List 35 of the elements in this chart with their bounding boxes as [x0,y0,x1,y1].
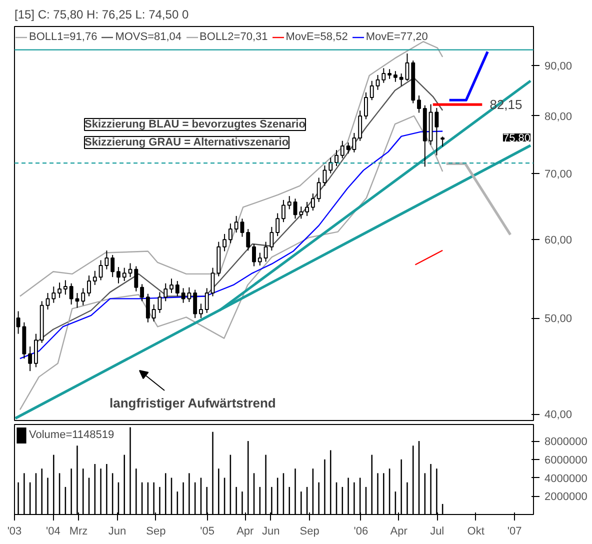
legend-label: MovE=58,52 [286,31,348,43]
y-tick-label: 70,00 [544,168,572,180]
x-tick-label: Mrz [69,526,88,538]
y-tick-label: 60,00 [544,234,572,247]
x-tick-label: Jun [262,526,280,538]
y-tick-label: 50,00 [544,313,572,326]
x-tick-label: '05 [200,526,214,538]
y-tick-label: 8000000 [544,436,588,448]
legend-label: Volume=1148519 [29,429,114,441]
annotation: 75,80 [502,132,531,144]
annotation: Skizzierung GRAU = Alternativszenario [84,136,289,148]
y-tick-label: 90,00 [544,60,572,72]
x-tick-label: '06 [354,526,368,538]
y-tick-label: 40,00 [544,409,572,421]
legend-label: BOLL2=70,31 [200,31,268,43]
x-tick-label: Apr [236,526,254,538]
annotation: Skizzierung BLAU = bevorzugtes Szenario [84,118,306,130]
legend-label: MovE=77,20 [366,31,428,43]
y-tick-label: 2000000 [544,491,588,504]
x-tick-label: Jul [430,526,444,538]
x-tick-label: '07 [507,526,522,538]
x-tick-label: Jun [108,526,126,538]
x-tick-label: '03 [7,526,22,538]
y-tick-label: 80,00 [544,110,572,123]
x-tick-label: Sep [146,526,166,538]
chart-title: [15] C: 75,80 H: 76,25 L: 74,50 0 [14,8,189,22]
y-tick-label: 6000000 [544,454,588,466]
legend-label: BOLL1=91,76 [29,31,98,43]
x-tick-label: '04 [46,526,60,538]
annotation: langfristiger Aufwärtstrend [110,396,276,410]
x-tick-label: Apr [390,526,408,538]
x-tick-label: Sep [300,526,320,538]
legend-label: MOVS=81,04 [115,31,182,43]
y-tick-label: 4000000 [544,472,588,485]
x-tick-label: Okt [467,526,484,538]
